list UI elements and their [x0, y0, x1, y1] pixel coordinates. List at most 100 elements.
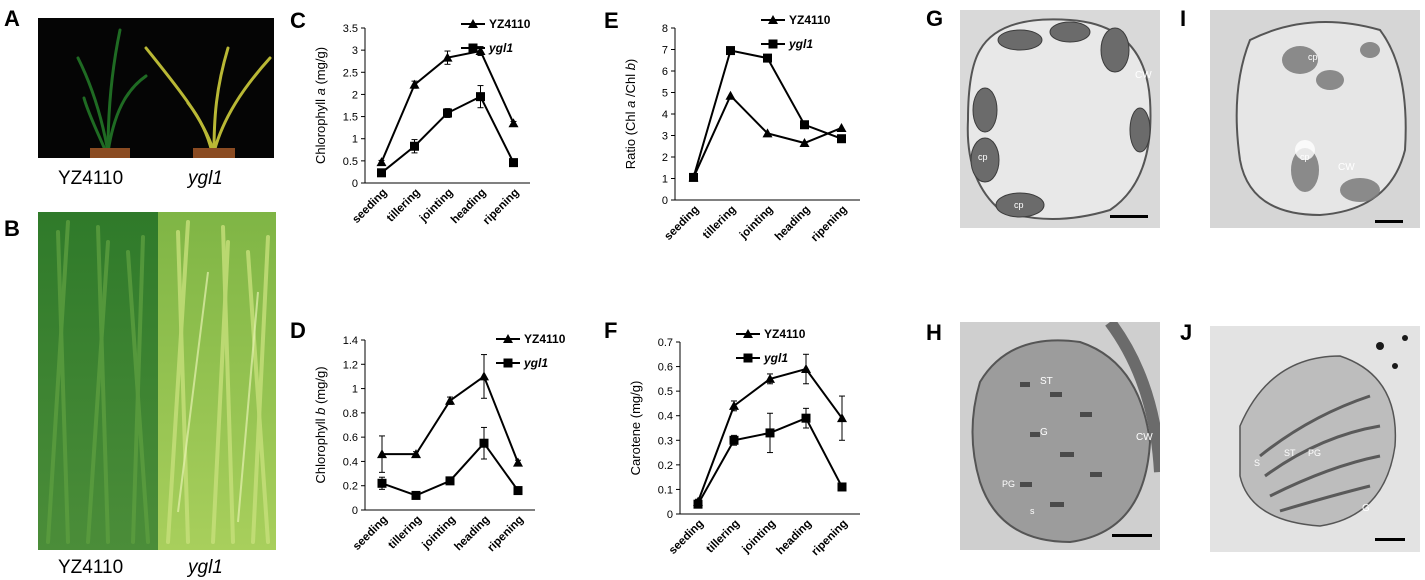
chart-f-ytick-label: 0.5: [658, 386, 673, 398]
chart-e-ygl1-legend-marker: [768, 39, 778, 49]
chart-c-xtick-label: ripening: [481, 187, 522, 228]
chart-e-panel-label: E: [604, 8, 619, 33]
chart-d-yz4110-legend-marker: [503, 334, 513, 343]
chart-f-panel-label: F: [604, 318, 617, 343]
chart-e-ytick-label: 6: [662, 66, 668, 78]
chart-d-yz4110-point: [479, 371, 489, 381]
chart-d-panel-label: D: [290, 318, 306, 343]
tem-cell-mutant: cp cp CW: [1210, 10, 1420, 228]
chart-f-ytick-label: 0.2: [658, 460, 673, 472]
panel-label-a: A: [4, 6, 20, 31]
chart-d-ygl1-legend-marker: [503, 358, 513, 368]
chart-e-ytick-label: 3: [662, 131, 668, 143]
chart-c-ytick-label: 0.5: [343, 156, 358, 168]
chart-f-ygl1-point: [765, 428, 775, 438]
panel-label-i: I: [1180, 6, 1187, 31]
chart-c-yz4110-point: [508, 118, 519, 128]
chart-f-ygl1-legend-marker: [743, 353, 753, 363]
chart-f-ytick-label: 0.7: [658, 337, 673, 349]
chart-c-ylabel: Chlorophyll a (mg/g): [313, 47, 328, 164]
chart-c-ygl1-point: [410, 141, 419, 151]
chart-e-yz4110-legend-marker: [768, 15, 778, 24]
chart-c-ygl1-point: [476, 92, 485, 102]
chart-e-ygl1-point: [837, 134, 846, 144]
chart-f-xtick-label: tillering: [704, 518, 742, 556]
panel-label-b: B: [4, 216, 20, 241]
chart-f-xtick-label: heading: [774, 518, 814, 558]
chart-d-yz4110-point: [513, 457, 523, 467]
chart-c-yz4110-legend-marker: [468, 19, 478, 28]
annotation-j-g: G: [1362, 503, 1370, 514]
chart-c-yz4110-line: [380, 49, 515, 163]
chart-d-yz4110-point: [411, 449, 421, 459]
chart-d-ylabel: Chlorophyll b (mg/g): [313, 366, 328, 483]
chart-f-ygl1-point: [693, 499, 703, 509]
chart-e-yz4110-point: [836, 122, 847, 132]
chart-d-yz4110-line: [382, 374, 519, 464]
chart-e-ytick-label: 0: [662, 195, 668, 207]
chart-d-ygl1-point: [445, 476, 455, 486]
chart-f-ylabel: Carotene (mg/g): [628, 381, 643, 476]
chart-e-ylabel: Ratio (Chl a /Chl b): [623, 59, 638, 170]
tem-chloroplast-wildtype: ST G PG s CW: [960, 322, 1160, 550]
chart-e-ygl1-legend-label: ygl1: [788, 37, 813, 51]
chart-f-ygl1-point: [837, 482, 847, 492]
annotation-h-s: s: [1030, 506, 1035, 516]
chart-e-xtick-label: seeding: [662, 204, 701, 243]
chart-e-yz4110-point: [725, 90, 736, 100]
chart-d-ygl1-point: [513, 486, 523, 496]
chart-f-ytick-label: 0.6: [658, 362, 673, 374]
chart-c-xtick-label: seeding: [350, 187, 389, 226]
chart-f-ytick-label: 0.3: [658, 435, 673, 447]
caption-a-mutant: ygl1: [188, 168, 223, 189]
chart-d-ytick-label: 0.8: [343, 408, 358, 420]
chart-f-ygl1-point: [801, 413, 811, 423]
panel-label-g: G: [926, 6, 944, 31]
chart-c-ytick-label: 1: [352, 134, 358, 146]
chart-e-ytick-label: 7: [662, 45, 668, 57]
annotation-h-g: G: [1040, 427, 1048, 438]
annotation-i-cp2: cp: [1300, 152, 1310, 162]
chart-d-xtick-label: jointing: [420, 514, 459, 553]
annotation-g-cp1: cp: [978, 152, 988, 162]
chart-d-yz4110-point: [445, 395, 455, 405]
chart-c-ytick-label: 3: [352, 45, 358, 57]
caption-b-mutant: ygl1: [188, 557, 223, 578]
chart-c-ytick-label: 1.5: [343, 112, 358, 124]
chart-e-xtick-label: tillering: [701, 204, 739, 242]
chart-d-ygl1-line: [381, 441, 519, 497]
tem-cell-wildtype: CW cp cp: [960, 10, 1160, 228]
chart-c-panel-label: C: [290, 8, 306, 33]
chart-e-yz4110-point: [762, 128, 773, 138]
chart-e-xtick-label: jointing: [737, 204, 776, 243]
chart-f-xtick-label: seeding: [667, 518, 706, 557]
chart-d-ytick-label: 0.2: [343, 481, 358, 493]
chart-c-ygl1-legend-label: ygl1: [488, 41, 513, 55]
chart-d-xtick-label: tillering: [386, 514, 424, 552]
chart-c-ygl1-point: [443, 108, 452, 118]
chart-c-yz4110-point: [409, 79, 420, 89]
chart-f-ygl1-point: [729, 435, 739, 445]
chart-f-ygl1-legend-label: ygl1: [763, 351, 788, 365]
chart-e-ytick-label: 1: [662, 174, 668, 186]
chart-e-ygl1-point: [726, 46, 735, 56]
chart-d-ytick-label: 1.4: [343, 335, 358, 347]
chart-e-ygl1-line: [692, 49, 842, 178]
tem-chloroplast-mutant: S ST PG G: [1210, 326, 1420, 552]
annotation-h-pg: PG: [1002, 479, 1015, 489]
chart-c-ytick-label: 0: [352, 178, 358, 190]
chart-d-ytick-label: 1: [352, 384, 358, 396]
chart-c-xtick-label: tillering: [385, 187, 423, 225]
chart-e-xtick-label: heading: [773, 204, 813, 244]
chart-f-yz4110-legend-label: YZ4110: [764, 327, 806, 341]
annotation-g-cp2: cp: [1014, 200, 1024, 210]
chart-f-yz4110-point: [801, 364, 811, 374]
chart-e-ygl1-point: [763, 53, 772, 63]
caption-a-wildtype: YZ4110: [58, 168, 124, 189]
chart-f-ytick-label: 0: [667, 509, 673, 521]
chart-c-yz4110-point: [376, 157, 387, 167]
chart-f-ytick-label: 0.1: [658, 484, 673, 496]
chart-d-ytick-label: 0.4: [343, 456, 358, 468]
annotation-i-cp1: cp: [1308, 52, 1318, 62]
chart-f-yz4110-point: [765, 373, 775, 383]
